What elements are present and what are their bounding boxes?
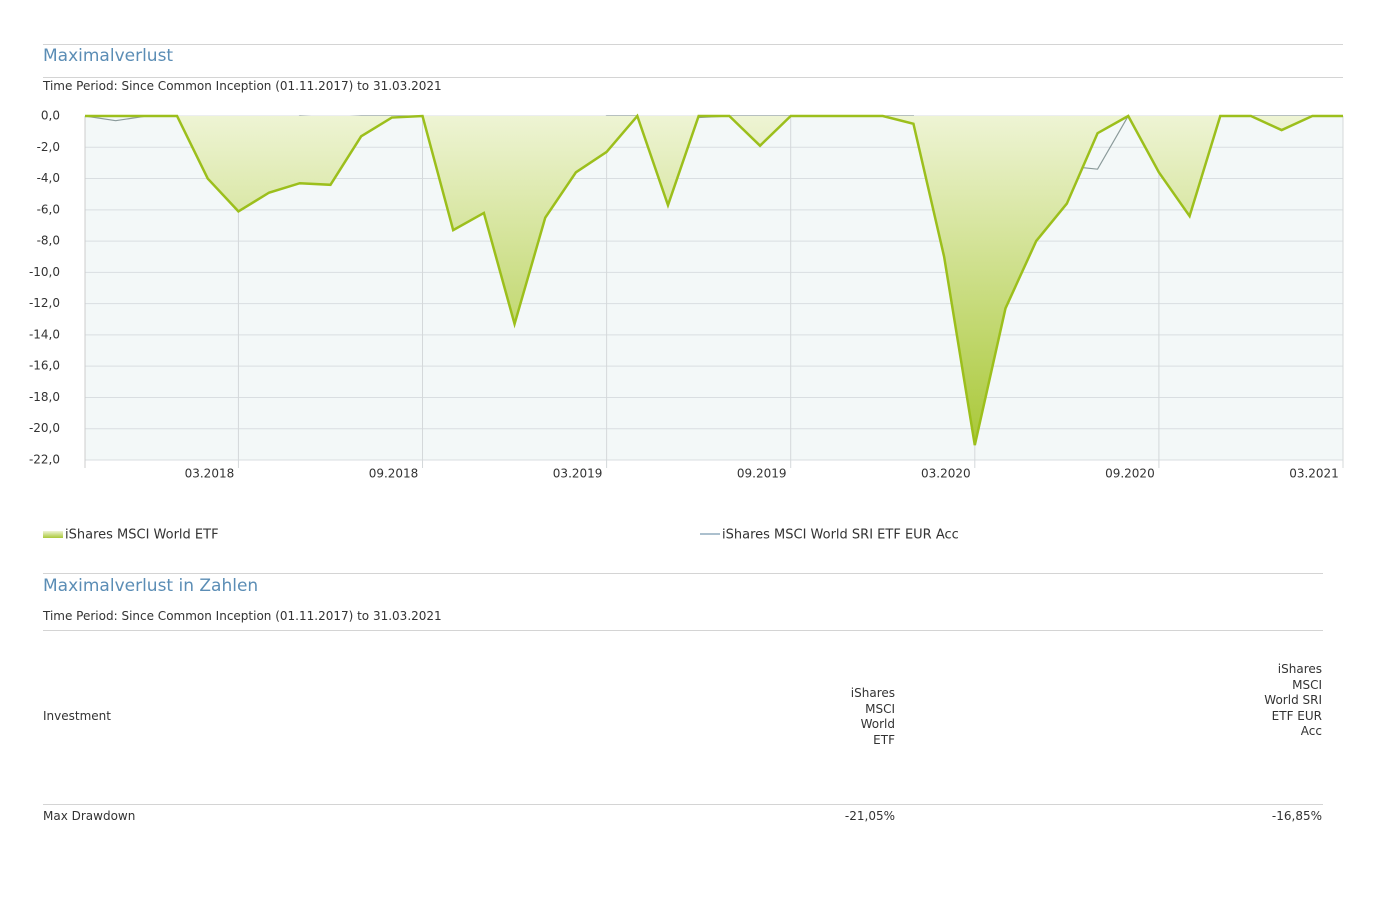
table-cell: -16,85% xyxy=(1271,809,1322,823)
legend-label: iShares MSCI World SRI ETF EUR Acc xyxy=(722,528,959,543)
area xyxy=(85,116,1343,446)
y-tick-label: -12,0 xyxy=(29,296,60,310)
chart: 0,0 -2,0 -4,0 -6,0 -8,0 -10,0 -12,0 -14,0 -16,0 -… xyxy=(29,109,1344,543)
divider xyxy=(43,573,1323,574)
x-tick-label: 03.2021 xyxy=(1289,467,1339,481)
y-tick-label: -10,0 xyxy=(29,265,60,279)
divider xyxy=(43,630,1323,631)
legend-label: iShares MSCI World ETF xyxy=(65,528,219,543)
table-title: Maximalverlust in Zahlen xyxy=(43,576,259,596)
x-tick-label: 09.2019 xyxy=(737,467,787,481)
y-tick-label: -6,0 xyxy=(37,202,60,216)
page-subtitle: Time Period: Since Common Inception (01.… xyxy=(43,79,442,93)
table-subtitle: Time Period: Since Common Inception (01.… xyxy=(43,609,442,623)
y-tick-label: -22,0 xyxy=(29,453,60,467)
page-title: Maximalverlust xyxy=(43,46,174,66)
y-tick-label: -16,0 xyxy=(29,359,60,373)
x-tick-label: 09.2018 xyxy=(369,467,419,481)
x-tick-label: 03.2019 xyxy=(553,467,603,481)
y-tick-label: -20,0 xyxy=(29,421,60,435)
line xyxy=(85,113,1343,446)
y-tick-label: 0,0 xyxy=(41,109,60,123)
divider xyxy=(43,804,1323,805)
y-tick-label: -14,0 xyxy=(29,327,60,341)
y-tick-label: -18,0 xyxy=(29,390,60,404)
table-header: Investment xyxy=(43,709,111,723)
table-cell: -21,05% xyxy=(844,809,895,823)
table-header: iShares MSCI World ETF xyxy=(850,686,895,747)
y-tick-label: -2,0 xyxy=(37,140,60,154)
x-tick-label: 03.2018 xyxy=(185,467,235,481)
x-tick-label: 03.2020 xyxy=(921,467,971,481)
table-header: iShares MSCI World SRI ETF EUR Acc xyxy=(1264,662,1322,739)
x-tick-label: 09.2020 xyxy=(1105,467,1155,481)
divider xyxy=(43,77,1343,78)
table-cell: Max Drawdown xyxy=(43,809,136,823)
y-tick-label: -4,0 xyxy=(37,171,60,185)
legend-swatch xyxy=(43,531,63,538)
divider xyxy=(43,44,1343,45)
y-tick-label: -8,0 xyxy=(37,234,60,248)
